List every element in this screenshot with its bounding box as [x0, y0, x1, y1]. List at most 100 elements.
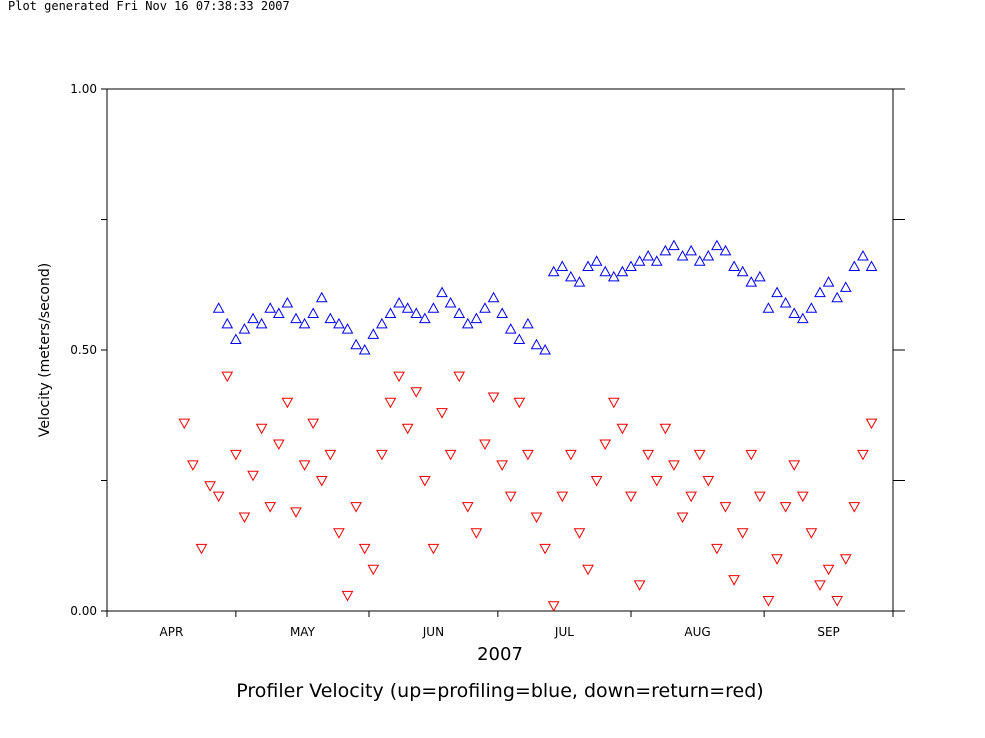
- down-point: [728, 575, 740, 586]
- up-point: [496, 307, 508, 318]
- up-point: [315, 291, 328, 303]
- up-point: [711, 239, 723, 251]
- down-point: [814, 580, 826, 591]
- down-point: [212, 491, 225, 503]
- down-point: [719, 502, 732, 513]
- down-point: [736, 528, 749, 539]
- down-point: [616, 423, 629, 435]
- plot-frame: [106, 88, 894, 612]
- up-point: [805, 302, 818, 313]
- up-point: [728, 260, 740, 271]
- down-point: [367, 564, 380, 576]
- up-point: [822, 276, 835, 287]
- down-point: [839, 554, 852, 565]
- up-point: [436, 286, 448, 298]
- down-point: [599, 439, 612, 450]
- down-point: [376, 449, 388, 461]
- up-point: [685, 244, 697, 256]
- down-point: [513, 397, 526, 409]
- up-point: [247, 312, 259, 324]
- down-point: [444, 449, 457, 461]
- down-point: [685, 491, 697, 503]
- up-point: [401, 302, 414, 313]
- down-point: [453, 371, 466, 383]
- x-tick-label: AUG: [684, 625, 710, 639]
- down-point: [590, 476, 603, 487]
- up-point: [290, 312, 302, 324]
- down-point: [711, 543, 723, 555]
- down-point: [461, 502, 474, 513]
- up-point: [350, 338, 362, 350]
- up-point: [298, 317, 311, 329]
- down-point: [436, 408, 448, 419]
- up-point: [573, 276, 586, 287]
- down-point: [633, 580, 646, 591]
- down-point: [676, 512, 689, 524]
- down-point: [178, 418, 191, 430]
- down-point: [298, 460, 311, 471]
- x-axis: APR MAY JUN JUL AUG SEP: [106, 611, 894, 639]
- up-point: [857, 250, 869, 261]
- down-point: [272, 439, 285, 450]
- up-point: [754, 270, 766, 282]
- y-tick-label: 0.50: [70, 343, 97, 357]
- up-point: [384, 307, 397, 318]
- down-point: [539, 543, 551, 555]
- x-axis-label: 2007: [477, 644, 523, 665]
- x-tick-label: MAY: [290, 625, 316, 639]
- up-point: [702, 250, 715, 261]
- down-point: [668, 460, 680, 471]
- up-point: [771, 286, 783, 298]
- down-point: [530, 512, 543, 524]
- up-point: [504, 323, 517, 334]
- up-point: [642, 250, 655, 261]
- up-point: [376, 317, 388, 329]
- down-point: [470, 528, 483, 539]
- up-point: [625, 260, 637, 271]
- up-point: [650, 255, 663, 266]
- down-point: [702, 476, 715, 487]
- down-point: [659, 423, 672, 435]
- down-point: [324, 449, 337, 461]
- up-point: [333, 317, 345, 329]
- down-point: [831, 596, 844, 607]
- down-point: [771, 554, 783, 565]
- up-point: [272, 307, 285, 318]
- down-point: [315, 476, 328, 487]
- down-point: [779, 502, 792, 513]
- down-point: [625, 491, 637, 503]
- up-point: [341, 323, 354, 334]
- up-point: [848, 260, 861, 271]
- up-series: [212, 239, 878, 355]
- up-point: [668, 239, 680, 251]
- down-point: [788, 460, 801, 471]
- down-point: [582, 564, 594, 576]
- down-point: [496, 460, 508, 471]
- down-point: [247, 470, 259, 482]
- up-point: [762, 302, 775, 313]
- down-series: [178, 371, 878, 612]
- down-point: [341, 590, 354, 602]
- up-point: [530, 338, 543, 350]
- up-point: [659, 244, 672, 256]
- up-point: [358, 343, 371, 355]
- down-point: [410, 387, 423, 398]
- down-point: [238, 512, 251, 524]
- up-point: [393, 296, 405, 308]
- down-point: [281, 397, 294, 409]
- up-point: [238, 323, 251, 334]
- up-point: [865, 260, 878, 271]
- up-point: [418, 312, 431, 324]
- up-point: [264, 302, 277, 313]
- up-point: [461, 317, 474, 329]
- down-point: [504, 491, 517, 503]
- up-point: [255, 317, 268, 329]
- down-point: [848, 502, 861, 513]
- y-axis: 0.00 0.50 1.00: [70, 82, 905, 618]
- down-point: [822, 564, 835, 576]
- up-point: [230, 333, 242, 345]
- up-point: [814, 286, 826, 298]
- up-point: [590, 255, 603, 266]
- up-point: [599, 265, 612, 277]
